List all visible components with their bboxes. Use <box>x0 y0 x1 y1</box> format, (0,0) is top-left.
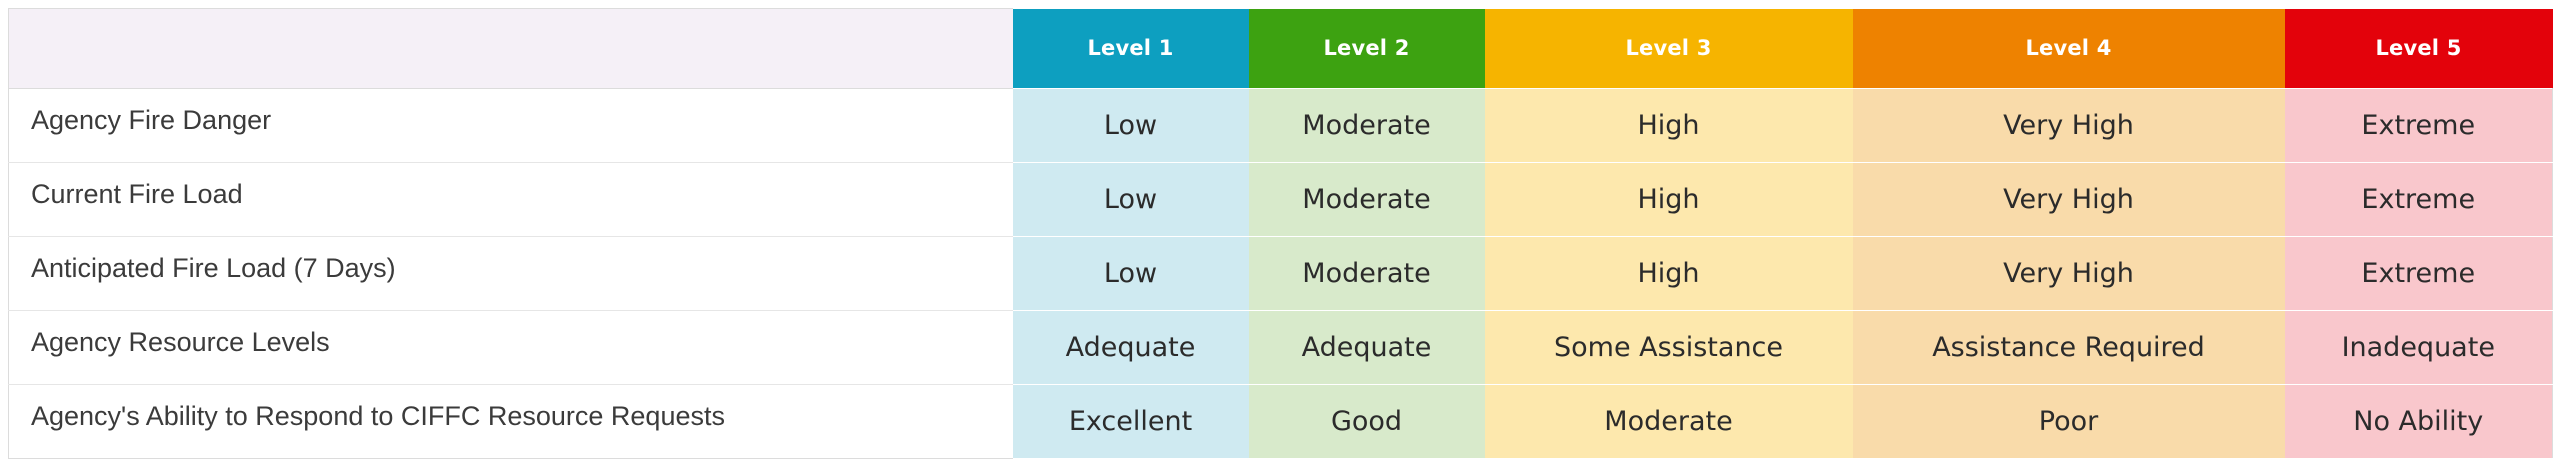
preparedness-level-table-container: Level 1 Level 2 Level 3 Level 4 Level 5 … <box>8 8 2553 459</box>
header-row: Level 1 Level 2 Level 3 Level 4 Level 5 <box>8 8 2553 89</box>
level-1-cell: Adequate <box>1012 310 1249 385</box>
row-label: Agency Fire Danger <box>8 88 1013 163</box>
level-1-header: Level 1 <box>1012 8 1249 89</box>
level-2-cell: Adequate <box>1248 310 1485 385</box>
level-2-cell: Good <box>1248 384 1485 459</box>
level-2-cell: Moderate <box>1248 162 1485 237</box>
level-5-cell: Extreme <box>2284 88 2553 163</box>
level-5-cell: Extreme <box>2284 236 2553 311</box>
level-4-cell: Very High <box>1852 88 2285 163</box>
table-row: Current Fire Load Low Moderate High Very… <box>8 162 2553 237</box>
row-label: Agency Resource Levels <box>8 310 1013 385</box>
table-row: Agency Resource Levels Adequate Adequate… <box>8 310 2553 385</box>
level-4-cell: Assistance Required <box>1852 310 2285 385</box>
level-2-cell: Moderate <box>1248 88 1485 163</box>
table-row: Agency's Ability to Respond to CIFFC Res… <box>8 384 2553 459</box>
level-4-header: Level 4 <box>1852 8 2285 89</box>
level-3-cell: Some Assistance <box>1484 310 1853 385</box>
level-2-cell: Moderate <box>1248 236 1485 311</box>
row-label: Agency's Ability to Respond to CIFFC Res… <box>8 384 1013 459</box>
level-4-cell: Very High <box>1852 236 2285 311</box>
level-1-cell: Low <box>1012 162 1249 237</box>
row-label: Anticipated Fire Load (7 Days) <box>8 236 1013 311</box>
table-row: Anticipated Fire Load (7 Days) Low Moder… <box>8 236 2553 311</box>
level-5-cell: Inadequate <box>2284 310 2553 385</box>
level-1-cell: Excellent <box>1012 384 1249 459</box>
level-5-header: Level 5 <box>2284 8 2553 89</box>
level-4-cell: Poor <box>1852 384 2285 459</box>
level-4-cell: Very High <box>1852 162 2285 237</box>
header-corner-cell <box>8 8 1013 89</box>
level-2-header: Level 2 <box>1248 8 1485 89</box>
level-1-cell: Low <box>1012 88 1249 163</box>
level-1-cell: Low <box>1012 236 1249 311</box>
level-3-cell: High <box>1484 162 1853 237</box>
level-3-cell: Moderate <box>1484 384 1853 459</box>
table-row: Agency Fire Danger Low Moderate High Ver… <box>8 88 2553 163</box>
level-3-header: Level 3 <box>1484 8 1853 89</box>
level-5-cell: Extreme <box>2284 162 2553 237</box>
level-5-cell: No Ability <box>2284 384 2553 459</box>
level-3-cell: High <box>1484 88 1853 163</box>
preparedness-level-table: Level 1 Level 2 Level 3 Level 4 Level 5 … <box>8 8 2553 459</box>
level-3-cell: High <box>1484 236 1853 311</box>
row-label: Current Fire Load <box>8 162 1013 237</box>
